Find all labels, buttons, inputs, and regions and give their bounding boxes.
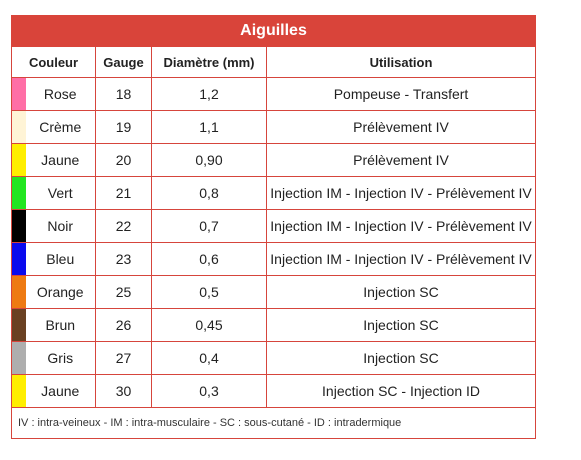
cell-couleur: Gris (25, 341, 96, 375)
color-swatch (11, 209, 26, 243)
color-swatch (11, 275, 26, 309)
cell-couleur: Noir (25, 209, 96, 243)
color-swatch (11, 77, 26, 111)
needles-table: Aiguilles Couleur Gauge Diamètre (mm) Ut… (10, 15, 537, 439)
cell-gauge: 20 (95, 143, 152, 177)
cell-utilisation: Injection IM - Injection IV - Prélèvemen… (265, 242, 537, 276)
header-couleur: Couleur (11, 46, 96, 78)
color-swatch-fill (12, 210, 26, 242)
cell-diametre: 0,8 (151, 176, 267, 210)
cell-diametre: 0,4 (151, 341, 267, 375)
table-row: Jaune 30 0,3 Injection SC - Injection ID (11, 374, 537, 408)
cell-diametre: 0,45 (151, 308, 267, 342)
table-row: Rose 18 1,2 Pompeuse - Transfert (11, 77, 537, 111)
color-swatch-fill (12, 78, 26, 110)
cell-utilisation: Injection SC (265, 308, 537, 342)
cell-gauge: 21 (95, 176, 152, 210)
table-footnote: IV : intra-veineux - IM : intra-musculai… (10, 407, 537, 439)
color-swatch-fill (12, 342, 26, 374)
cell-gauge: 23 (95, 242, 152, 276)
cell-utilisation: Pompeuse - Transfert (265, 77, 537, 111)
table-row: Jaune 20 0,90 Prélèvement IV (11, 143, 537, 177)
cell-utilisation: Injection SC (265, 275, 537, 309)
cell-diametre: 1,1 (151, 110, 267, 144)
cell-couleur: Rose (25, 77, 96, 111)
cell-diametre: 0,6 (151, 242, 267, 276)
cell-couleur: Jaune (25, 143, 96, 177)
color-swatch-fill (12, 111, 26, 143)
cell-gauge: 27 (95, 341, 152, 375)
cell-utilisation: Injection IM - Injection IV - Prélèvemen… (265, 176, 537, 210)
header-diametre: Diamètre (mm) (151, 46, 267, 78)
color-swatch (11, 242, 26, 276)
table-title: Aiguilles (10, 15, 537, 47)
color-swatch-fill (12, 243, 26, 275)
needles-table-container: Aiguilles Couleur Gauge Diamètre (mm) Ut… (10, 15, 537, 439)
table-row: Noir 22 0,7 Injection IM - Injection IV - P… (11, 209, 537, 243)
cell-gauge: 25 (95, 275, 152, 309)
cell-gauge: 19 (95, 110, 152, 144)
cell-utilisation: Injection SC - Injection ID (265, 374, 537, 408)
cell-diametre: 0,7 (151, 209, 267, 243)
header-utilisation: Utilisation (265, 46, 537, 78)
cell-utilisation: Injection IM - Injection IV - Prélèvemen… (265, 209, 537, 243)
table-row: Orange 25 0,5 Injection SC (11, 275, 537, 309)
cell-utilisation: Prélèvement IV (265, 143, 537, 177)
color-swatch-fill (12, 276, 26, 308)
table-row: Gris 27 0,4 Injection SC (11, 341, 537, 375)
cell-gauge: 18 (95, 77, 152, 111)
color-swatch (11, 374, 26, 408)
color-swatch-fill (12, 375, 26, 407)
cell-gauge: 22 (95, 209, 152, 243)
cell-utilisation: Injection SC (265, 341, 537, 375)
cell-utilisation: Prélèvement IV (265, 110, 537, 144)
color-swatch (11, 308, 26, 342)
table-row: Crème 19 1,1 Prélèvement IV (11, 110, 537, 144)
cell-gauge: 26 (95, 308, 152, 342)
color-swatch-fill (12, 144, 26, 176)
color-swatch (11, 110, 26, 144)
color-swatch (11, 143, 26, 177)
table-row: Vert 21 0,8 Injection IM - Injection IV - P… (11, 176, 537, 210)
color-swatch-fill (12, 177, 26, 209)
cell-couleur: Crème (25, 110, 96, 144)
cell-couleur: Jaune (25, 374, 96, 408)
cell-couleur: Orange (25, 275, 96, 309)
color-swatch-fill (12, 309, 26, 341)
cell-couleur: Bleu (25, 242, 96, 276)
cell-couleur: Brun (25, 308, 96, 342)
cell-diametre: 1,2 (151, 77, 267, 111)
cell-diametre: 0,3 (151, 374, 267, 408)
cell-diametre: 0,90 (151, 143, 267, 177)
table-row: Brun 26 0,45 Injection SC (11, 308, 537, 342)
cell-diametre: 0,5 (151, 275, 267, 309)
cell-couleur: Vert (25, 176, 96, 210)
color-swatch (11, 341, 26, 375)
header-gauge: Gauge (95, 46, 152, 78)
cell-gauge: 30 (95, 374, 152, 408)
table-body: Rose 18 1,2 Pompeuse - Transfert Crème 19 1,1 P… (11, 77, 537, 408)
table-row: Bleu 23 0,6 Injection IM - Injection IV - P… (11, 242, 537, 276)
color-swatch (11, 176, 26, 210)
